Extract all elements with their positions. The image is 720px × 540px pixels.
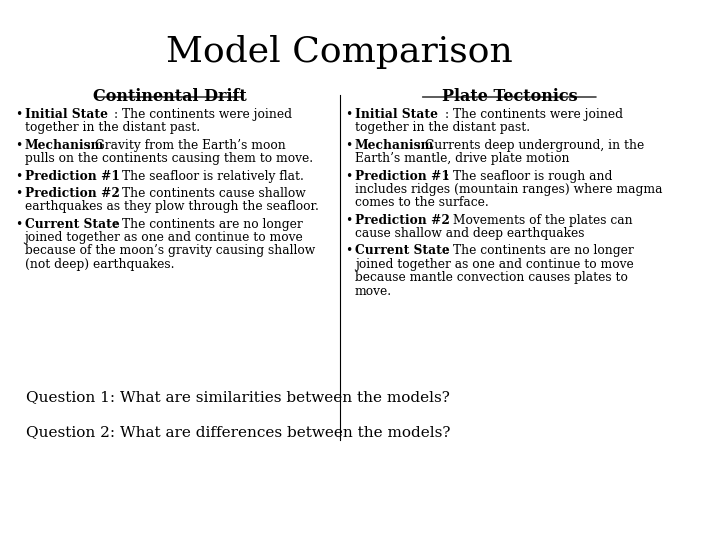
- Text: : Currents deep underground, in the: : Currents deep underground, in the: [417, 139, 644, 152]
- Text: Prediction #1: Prediction #1: [355, 170, 449, 183]
- Text: •: •: [345, 245, 353, 258]
- Text: : The continents were joined: : The continents were joined: [444, 108, 623, 121]
- Text: : The continents cause shallow: : The continents cause shallow: [114, 187, 306, 200]
- Text: •: •: [345, 214, 353, 227]
- Text: •: •: [15, 218, 22, 231]
- Text: Initial State: Initial State: [24, 108, 107, 121]
- Text: (not deep) earthquakes.: (not deep) earthquakes.: [24, 258, 174, 271]
- Text: Mechanism: Mechanism: [24, 139, 104, 152]
- Text: comes to the surface.: comes to the surface.: [355, 196, 488, 210]
- Text: Current State: Current State: [355, 245, 449, 258]
- Text: Mechanism: Mechanism: [355, 139, 434, 152]
- Text: : The seafloor is rough and: : The seafloor is rough and: [444, 170, 612, 183]
- Text: Earth’s mantle, drive plate motion: Earth’s mantle, drive plate motion: [355, 152, 569, 165]
- Text: : The continents are no longer: : The continents are no longer: [114, 218, 303, 231]
- Text: Current State: Current State: [24, 218, 120, 231]
- Text: : Movements of the plates can: : Movements of the plates can: [444, 214, 632, 227]
- Text: : The continents are no longer: : The continents are no longer: [444, 245, 634, 258]
- Text: includes ridges (mountain ranges) where magma: includes ridges (mountain ranges) where …: [355, 183, 662, 196]
- Text: Prediction #1: Prediction #1: [24, 170, 120, 183]
- Text: move.: move.: [355, 285, 392, 298]
- Text: Prediction #2: Prediction #2: [355, 214, 449, 227]
- Text: •: •: [345, 108, 353, 121]
- Text: : The continents were joined: : The continents were joined: [114, 108, 292, 121]
- Text: Prediction #2: Prediction #2: [24, 187, 120, 200]
- Text: : The seafloor is relatively flat.: : The seafloor is relatively flat.: [114, 170, 305, 183]
- Text: Question 2: What are differences between the models?: Question 2: What are differences between…: [27, 425, 451, 439]
- Text: Plate Tectonics: Plate Tectonics: [441, 88, 577, 105]
- Text: joined together as one and continue to move: joined together as one and continue to m…: [24, 231, 303, 244]
- Text: joined together as one and continue to move: joined together as one and continue to m…: [355, 258, 634, 271]
- Text: •: •: [345, 139, 353, 152]
- Text: •: •: [15, 139, 22, 152]
- Text: Model Comparison: Model Comparison: [166, 35, 513, 69]
- Text: •: •: [15, 170, 22, 183]
- Text: •: •: [345, 170, 353, 183]
- Text: Continental Drift: Continental Drift: [93, 88, 247, 105]
- Text: cause shallow and deep earthquakes: cause shallow and deep earthquakes: [355, 227, 584, 240]
- Text: because of the moon’s gravity causing shallow: because of the moon’s gravity causing sh…: [24, 245, 315, 258]
- Text: : Gravity from the Earth’s moon: : Gravity from the Earth’s moon: [87, 139, 286, 152]
- Text: •: •: [15, 187, 22, 200]
- Text: •: •: [15, 108, 22, 121]
- Text: together in the distant past.: together in the distant past.: [24, 122, 199, 134]
- Text: Initial State: Initial State: [355, 108, 438, 121]
- Text: earthquakes as they plow through the seafloor.: earthquakes as they plow through the sea…: [24, 200, 318, 213]
- Text: Question 1: What are similarities between the models?: Question 1: What are similarities betwee…: [27, 390, 450, 404]
- Text: because mantle convection causes plates to: because mantle convection causes plates …: [355, 271, 628, 284]
- Text: together in the distant past.: together in the distant past.: [355, 122, 530, 134]
- Text: pulls on the continents causing them to move.: pulls on the continents causing them to …: [24, 152, 312, 165]
